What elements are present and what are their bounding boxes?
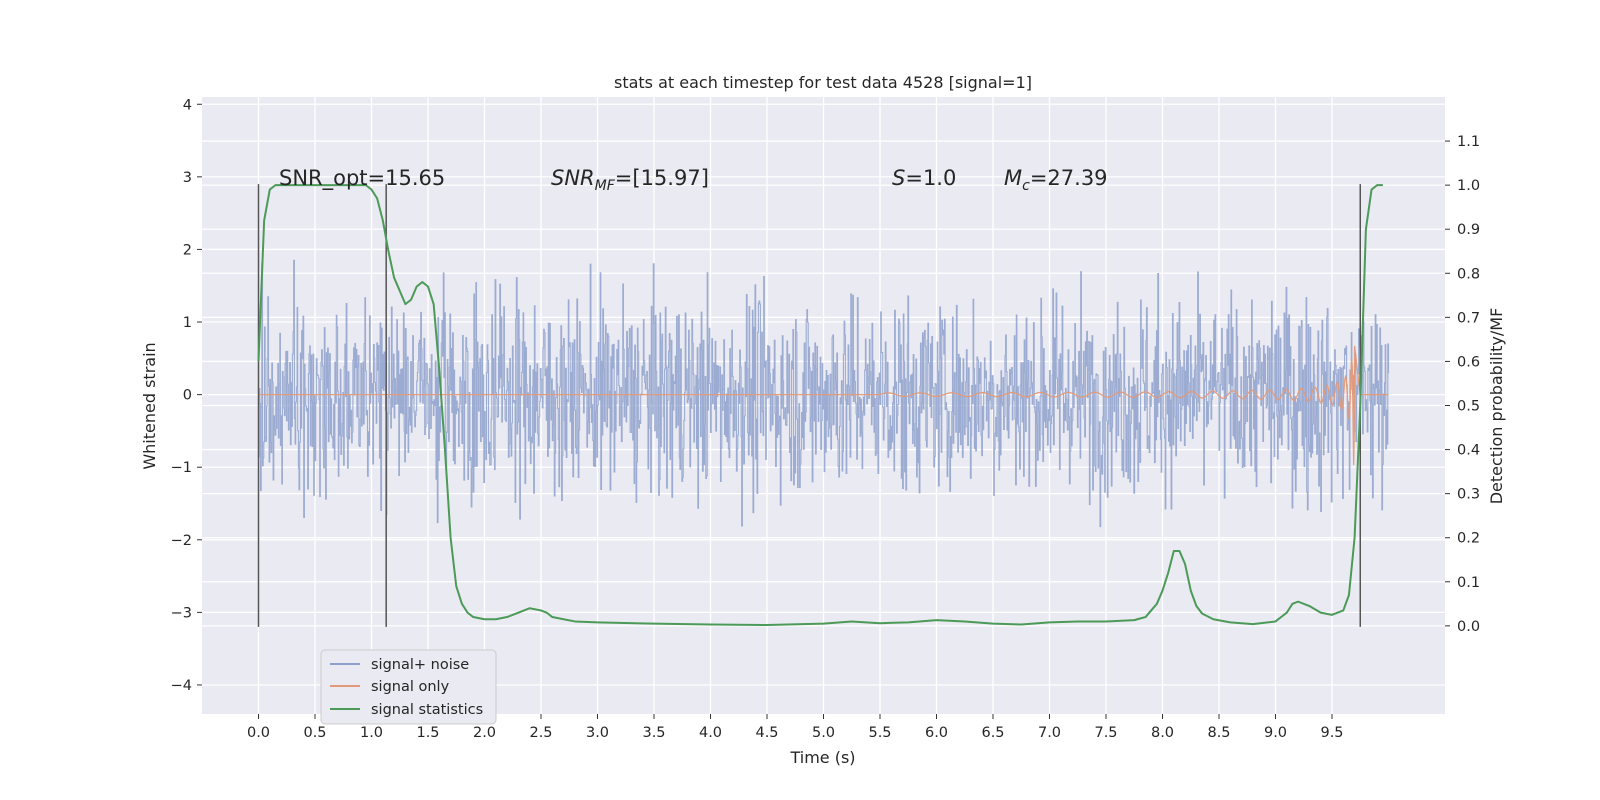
snr-mf-sub: MF <box>595 178 616 194</box>
x-tick-label: 6.5 <box>981 725 1004 741</box>
y-left-tick-label: 2 <box>183 242 192 258</box>
y-right-tick-label: 1.1 <box>1457 134 1480 150</box>
x-tick-label: 0.5 <box>303 725 326 741</box>
y-right-tick-label: 0.4 <box>1457 443 1480 459</box>
y-right-tick-label: 0.2 <box>1457 531 1480 547</box>
series-signal-noise <box>257 259 1390 528</box>
x-tick-labels: 0.0 0.5 1.0 1.5 2.0 2.5 3.0 3.5 4.0 4.5 5.0 5.5 6.0 6… <box>247 714 1344 741</box>
y-right-tick-label: 1.0 <box>1457 178 1480 194</box>
y-left-tick-label: 1 <box>183 315 192 331</box>
mc-sub: c <box>1022 178 1030 194</box>
annotation-mc: Mc=27.39 <box>1004 166 1108 194</box>
x-tick-label: 1.5 <box>416 725 439 741</box>
annotation-s: S=1.0 <box>892 166 956 190</box>
legend-label-signal-noise: signal+ noise <box>371 657 469 673</box>
series-signal-only <box>258 345 1389 466</box>
y-right-tick-label: 0.5 <box>1457 399 1480 415</box>
y-left-tick-label: 3 <box>183 170 192 186</box>
snr-mf-value: =[15.97] <box>615 166 709 190</box>
s-value: =1.0 <box>905 166 956 190</box>
s-main: S <box>892 166 905 190</box>
x-tick-label: 4.5 <box>755 725 778 741</box>
x-tick-label: 4.0 <box>699 725 722 741</box>
mc-value: =27.39 <box>1030 166 1108 190</box>
y-right-tick-label: 0.6 <box>1457 354 1480 370</box>
snr-mf-main: SNR <box>551 166 595 190</box>
signal-only-trace <box>258 345 1389 466</box>
x-tick-label: 9.0 <box>1264 725 1287 741</box>
x-tick-label: 9.5 <box>1320 725 1343 741</box>
x-tick-label: 8.5 <box>1207 725 1230 741</box>
y-left-tick-label: −4 <box>171 678 192 694</box>
mc-main: M <box>1004 166 1022 190</box>
y-left-tick-label: 0 <box>183 388 192 404</box>
chart-title: stats at each timestep for test data 452… <box>614 73 1032 92</box>
x-tick-label: 3.0 <box>586 725 609 741</box>
x-tick-label: 5.5 <box>868 725 891 741</box>
legend: signal+ noise signal only signal statist… <box>320 649 497 725</box>
annotation-snr-opt: SNR_opt=15.65 <box>279 166 445 191</box>
x-tick-label: 7.0 <box>1038 725 1061 741</box>
legend-box <box>320 649 497 725</box>
x-tick-label: 6.0 <box>925 725 948 741</box>
x-tick-label: 2.0 <box>473 725 496 741</box>
annotation-snr-mf: SNRMF=[15.97] <box>551 166 709 194</box>
x-tick-label: 7.5 <box>1094 725 1117 741</box>
signal-statistics-line <box>257 184 1383 626</box>
y-left-tick-label: −2 <box>171 533 192 549</box>
y-right-tick-label: 0.1 <box>1457 575 1480 591</box>
annotations: SNR_opt=15.65 SNRMF=[15.97] S=1.0 Mc=27.… <box>279 166 1108 194</box>
y-left-tick-label: −3 <box>171 605 192 621</box>
y-right-tick-label: 0.8 <box>1457 266 1480 282</box>
y-left-axis-label: Whitened strain <box>140 342 159 469</box>
x-tick-label: 2.5 <box>529 725 552 741</box>
legend-label-signal-statistics: signal statistics <box>371 702 483 718</box>
y-right-tick-label: 0.0 <box>1457 619 1480 635</box>
y-left-tick-label: 4 <box>183 97 192 113</box>
y-left-tick-labels: −4 −3 −2 −1 0 1 2 3 4 <box>171 97 202 694</box>
y-right-tick-label: 0.7 <box>1457 310 1480 326</box>
x-axis-label: Time (s) <box>789 748 855 767</box>
series-signal-statistics <box>257 184 1383 626</box>
x-tick-label: 5.0 <box>812 725 835 741</box>
y-right-tick-labels: 0.0 0.1 0.2 0.3 0.4 0.5 0.6 0.7 0.8 0.9 1.0 1.1 <box>1445 134 1480 635</box>
signal-noise-trace <box>257 259 1390 528</box>
y-left-tick-label: −1 <box>171 460 192 476</box>
legend-label-signal-only: signal only <box>371 679 450 695</box>
y-right-axis-label: Detection probability/MF <box>1487 308 1506 505</box>
y-right-tick-label: 0.3 <box>1457 487 1480 503</box>
x-tick-label: 3.5 <box>642 725 665 741</box>
y-right-tick-label: 0.9 <box>1457 222 1480 238</box>
x-tick-label: 0.0 <box>247 725 270 741</box>
x-tick-label: 1.0 <box>360 725 383 741</box>
x-tick-label: 8.0 <box>1151 725 1174 741</box>
